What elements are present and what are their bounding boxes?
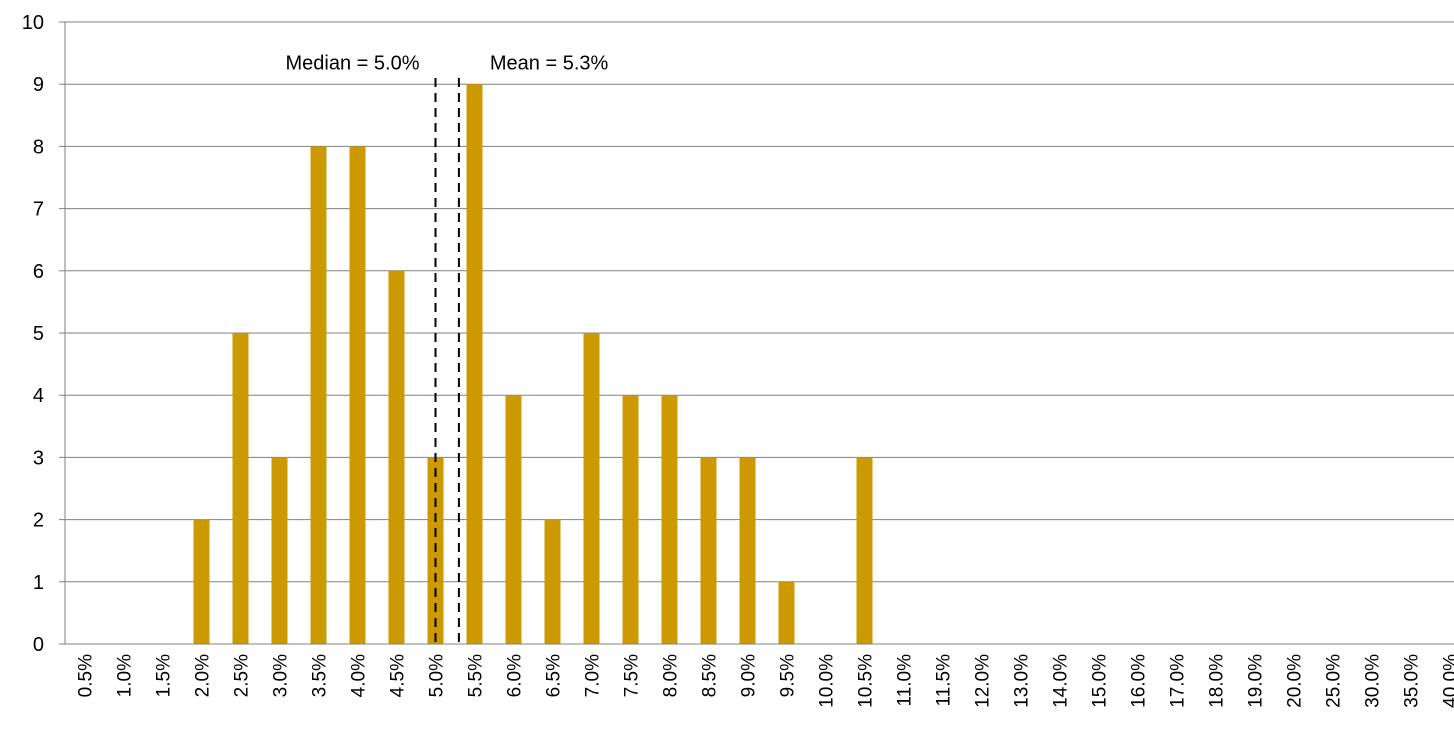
reference-lines: Median = 5.0% Mean = 5.3% <box>286 52 609 644</box>
x-tick-label: 40.0% <box>1441 654 1454 708</box>
y-tick-label: 7 <box>33 199 44 221</box>
y-tick-label: 2 <box>33 510 44 532</box>
y-tick-label: 4 <box>33 385 44 407</box>
x-tick-label: 9.0% <box>739 654 760 697</box>
bar-9.0% <box>739 457 756 644</box>
bar-7.5% <box>622 395 639 644</box>
x-tick-label: 16.0% <box>1129 654 1150 708</box>
mean-label: Mean = 5.3% <box>490 52 609 74</box>
bar-9.5% <box>778 581 795 644</box>
x-tick-label: 0.5% <box>76 654 97 697</box>
y-tick-label: 8 <box>33 136 44 158</box>
bar-10.5% <box>856 457 873 644</box>
bar-8.0% <box>661 395 678 644</box>
x-tick-label: 13.0% <box>1012 654 1033 708</box>
x-tick-label: 6.5% <box>544 654 565 697</box>
x-tick-label: 14.0% <box>1051 654 1072 708</box>
x-tick-label: 5.0% <box>427 654 448 697</box>
bar-2.0% <box>193 519 210 644</box>
x-tick-label: 5.5% <box>466 654 487 697</box>
y-tick-label: 9 <box>33 74 44 96</box>
median-label: Median = 5.0% <box>286 52 420 74</box>
x-tick-label: 9.5% <box>778 654 799 697</box>
x-tick-label: 30.0% <box>1363 654 1384 708</box>
x-tick-label: 19.0% <box>1246 654 1267 708</box>
bars <box>193 84 873 644</box>
x-tick-label: 10.5% <box>856 654 877 708</box>
x-axis-ticks: 0.5% 1.0% 1.5% 2.0% 2.5% 3.0% 3.5% 4.0% 4.5% 5.0%… <box>76 654 1454 708</box>
gridlines <box>65 21 1454 583</box>
y-tick-label: 0 <box>33 634 44 656</box>
x-tick-label: 25.0% <box>1324 654 1345 708</box>
bar-2.5% <box>232 333 249 644</box>
x-tick-label: 3.0% <box>271 654 292 697</box>
bar-3.0% <box>271 457 288 644</box>
bar-8.5% <box>700 457 717 644</box>
y-tick-label: 10 <box>22 12 44 34</box>
x-tick-label: 4.5% <box>388 654 409 697</box>
x-tick-label: 8.5% <box>700 654 721 697</box>
bar-3.5% <box>310 146 327 644</box>
axes <box>59 21 1454 645</box>
y-tick-label: 1 <box>33 572 44 594</box>
x-tick-label: 3.5% <box>310 654 331 697</box>
x-tick-label: 7.0% <box>583 654 604 697</box>
x-tick-label: 10.0% <box>817 654 838 708</box>
bar-6.5% <box>544 519 561 644</box>
bar-6.0% <box>505 395 522 644</box>
x-tick-label: 20.0% <box>1285 654 1306 708</box>
bar-4.5% <box>388 270 405 644</box>
x-tick-label: 12.0% <box>973 654 994 708</box>
y-tick-label: 5 <box>33 323 44 345</box>
x-tick-label: 11.0% <box>895 654 916 707</box>
bar-5.5% <box>466 84 483 644</box>
x-tick-label: 8.0% <box>661 654 682 697</box>
x-tick-label: 17.0% <box>1168 654 1189 708</box>
x-tick-label: 2.0% <box>193 654 214 697</box>
x-tick-label: 4.0% <box>349 654 370 697</box>
y-tick-label: 6 <box>33 261 44 283</box>
x-tick-label: 6.0% <box>505 654 526 697</box>
x-tick-label: 11.5% <box>934 654 955 707</box>
y-axis-ticks: 0 1 2 3 4 5 6 7 8 9 10 <box>22 12 44 656</box>
x-tick-label: 7.5% <box>622 654 643 697</box>
y-tick-label: 3 <box>33 447 44 469</box>
bar-4.0% <box>349 146 366 644</box>
x-tick-label: 35.0% <box>1402 654 1423 708</box>
bar-7.0% <box>583 333 600 644</box>
x-tick-label: 1.5% <box>154 654 175 697</box>
x-tick-label: 18.0% <box>1207 654 1228 708</box>
x-tick-label: 1.0% <box>115 654 136 697</box>
x-tick-label: 15.0% <box>1090 654 1111 708</box>
x-tick-label: 2.5% <box>232 654 253 697</box>
